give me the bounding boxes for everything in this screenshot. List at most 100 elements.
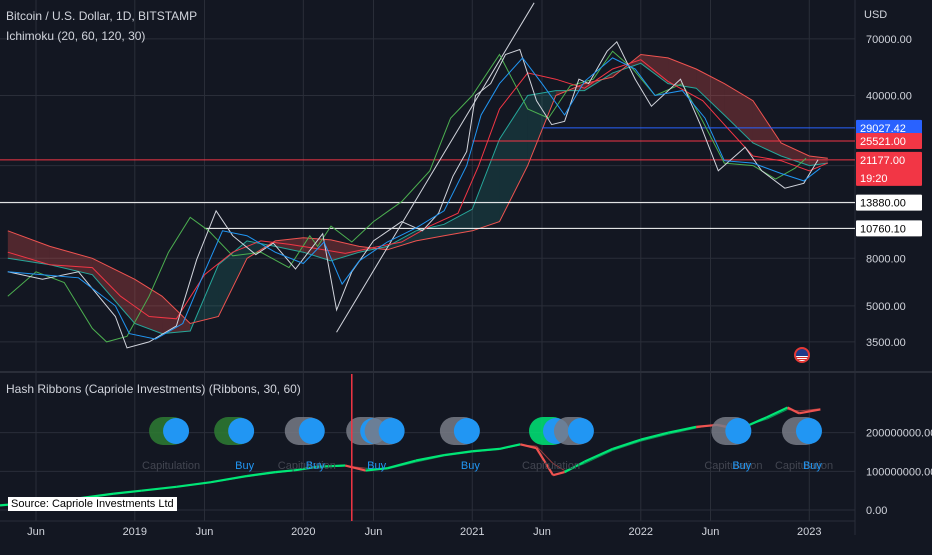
ichimoku-legend[interactable]: Ichimoku (20, 60, 120, 30) [6, 29, 146, 43]
price-label-text: 21177.00 [860, 155, 905, 167]
ribbon-slow-segment [113, 490, 142, 495]
buy-label: Buy [235, 460, 254, 472]
buy-dot [725, 418, 752, 444]
ribbon-slow-segment [584, 450, 613, 465]
ribbon-slow-segment [141, 486, 177, 492]
time-tick-label: Jun [196, 526, 214, 538]
buy-dot [228, 418, 255, 444]
cloud-segment [444, 209, 473, 236]
ribbon-fast-segment [443, 450, 473, 457]
price-tick-label: 8000.00 [866, 253, 906, 265]
time-tick-label: 2020 [291, 526, 315, 538]
ribbon-slow-segment [246, 472, 276, 478]
ribbon-fast-segment [415, 454, 445, 462]
cloud-segment [668, 57, 697, 89]
hash-tick-label: 200000000.00 [866, 428, 932, 440]
ribbon-slow-segment [640, 433, 669, 442]
price-label-text: 10760.10 [860, 223, 906, 235]
buy-dot [163, 418, 190, 444]
cloud-segment [218, 240, 247, 317]
ribbon-slow-segment [210, 476, 248, 484]
price-label: 13880.00 [856, 194, 922, 211]
cloud-segment [162, 296, 191, 334]
ribbon-fast-segment [246, 471, 276, 478]
price-label: 10760.10 [856, 220, 922, 237]
buy-dot [453, 418, 480, 444]
ribbon-slow-segment [275, 470, 296, 474]
senkou-a-line [7, 62, 828, 335]
ribbon-fast-segment [535, 447, 555, 476]
price-label-text: 29027.42 [860, 123, 906, 135]
cloud-segment [499, 95, 528, 222]
price-label-box [856, 132, 922, 149]
ribbon-fast-segment [798, 408, 821, 415]
ribbon-slow-segment [787, 408, 800, 412]
price-tick-label: 70000.00 [866, 34, 912, 46]
cloud-segment [134, 279, 163, 334]
capitulation-label: Capitulation [522, 460, 580, 472]
capitulation-label: Capitulation [704, 460, 762, 472]
hash-ribbons-legend[interactable]: Hash Ribbons (Capriole Investments) (Rib… [6, 382, 301, 396]
buy-label: Buy [367, 460, 386, 472]
ribbon-slow-segment [799, 408, 821, 412]
ribbon-fast-segment [552, 471, 565, 477]
ribbon-slow-segment [317, 465, 346, 468]
ribbon-fast-segment [667, 425, 697, 434]
price-tick-label: 40000.00 [866, 91, 912, 103]
ribbon-slow-segment [345, 465, 366, 469]
cloud-segment [275, 237, 304, 253]
cloud-segment [472, 139, 500, 231]
price-label-text: 25521.00 [860, 136, 906, 148]
ribbon-fast-segment [387, 459, 417, 470]
ribbon-slow-segment [552, 463, 565, 471]
price-tick-label: 3500.00 [866, 337, 906, 349]
ribbon-slow-segment [766, 409, 788, 420]
ribbon-fast-segment [640, 431, 669, 441]
cloud-segment [640, 54, 669, 84]
grid [0, 0, 855, 521]
buy-dot [567, 418, 594, 444]
capitulation-label: Capitulation [775, 460, 833, 472]
ribbon-slow-segment [499, 444, 521, 450]
symbol-title: Bitcoin / U.S. Dollar, 1D, BITSTAMP [6, 9, 198, 23]
ribbon-slow-segment [536, 445, 554, 464]
ribbon-slow-segment [387, 461, 417, 470]
price-label-box [856, 151, 922, 186]
ribbon-fast-segment [584, 447, 614, 463]
ribbon-fast-segment [612, 438, 642, 450]
buy-label: Buy [306, 460, 325, 472]
ribbon-slow-segment [176, 482, 212, 488]
time-tick-label: 2021 [460, 526, 484, 538]
ribbon-slow-segment [415, 455, 445, 463]
price-label: 29027.42 [856, 119, 922, 136]
ribbon-slow-segment [444, 451, 473, 457]
ribbon-slow-segment [472, 448, 500, 453]
senkou-b-line [7, 53, 828, 325]
hash-tick-label: 0.00 [866, 505, 887, 517]
price-label-text: 13880.00 [860, 198, 906, 210]
time-tick-label: 2022 [629, 526, 653, 538]
cloud-segment [809, 155, 828, 166]
us-flag-icon[interactable] [794, 347, 810, 363]
price-label: 25521.00 [856, 132, 922, 149]
kijun-line [7, 59, 828, 320]
ribbon-slow-segment [295, 466, 318, 472]
time-tick-label: 2023 [797, 526, 821, 538]
buy-dot [298, 418, 325, 444]
capitulation-label: Capitulation [278, 460, 336, 472]
buy-label: Buy [732, 460, 751, 472]
time-tick-label: 2019 [123, 526, 147, 538]
price-axis-unit: USD [864, 9, 887, 21]
time-tick-label: Jun [27, 526, 45, 538]
ribbon-slow-segment [564, 463, 585, 472]
hash-signal [364, 417, 405, 445]
hash-signal [553, 417, 594, 445]
hash-signal: Buy [439, 417, 480, 472]
buy-label: Buy [803, 460, 822, 472]
time-tick-label: Jun [533, 526, 551, 538]
price-label-box [856, 119, 922, 136]
